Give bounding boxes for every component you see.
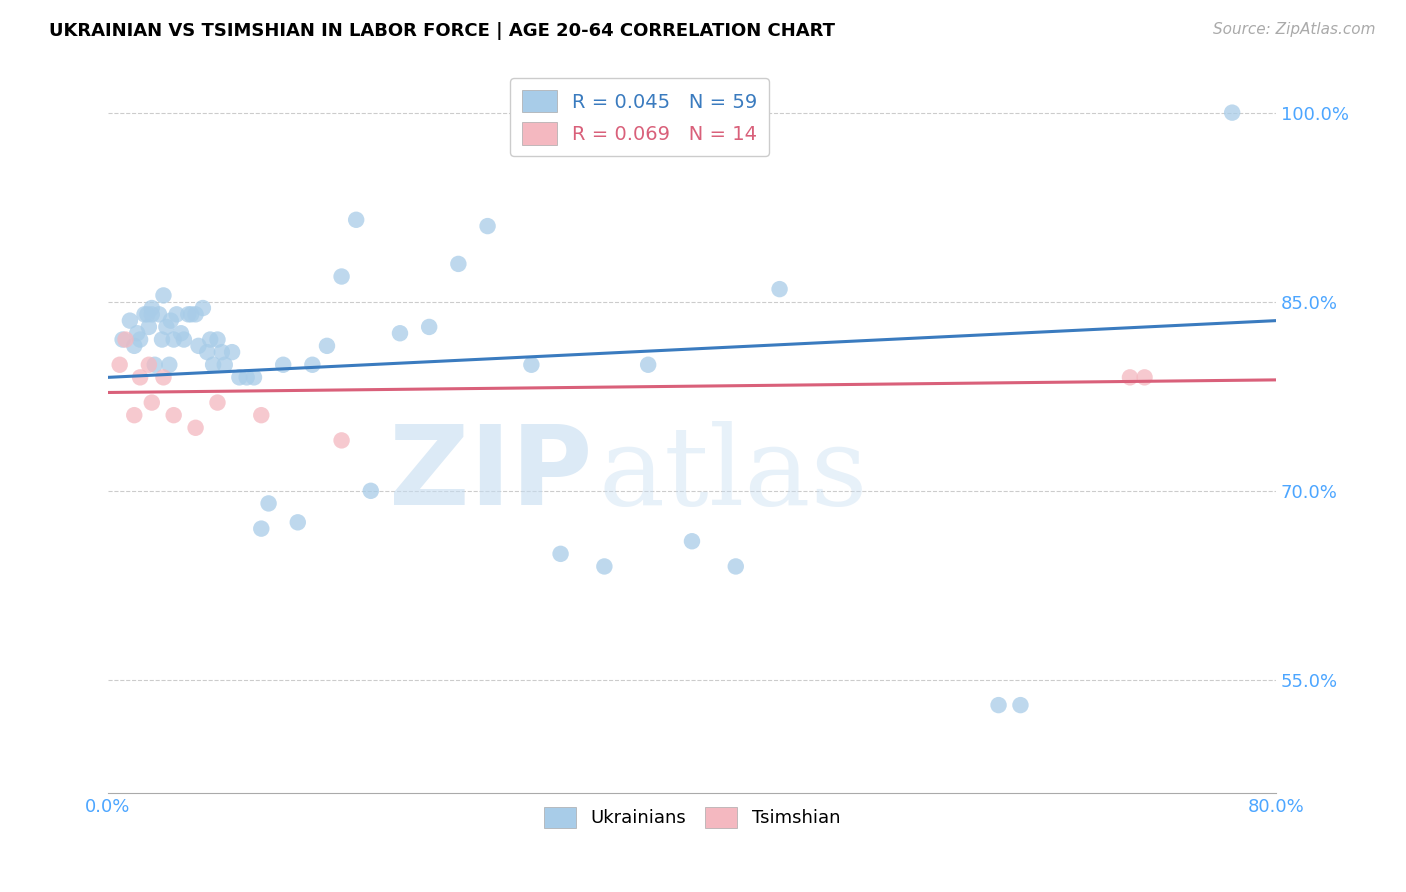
Ukrainians <box>111 333 134 347</box>
Ukrainians <box>159 313 181 327</box>
Ukrainians <box>138 320 160 334</box>
Ukrainians <box>221 345 243 359</box>
Tsimshian <box>152 370 174 384</box>
Ukrainians <box>316 339 339 353</box>
Ukrainians <box>593 559 616 574</box>
Text: ZIP: ZIP <box>389 421 593 528</box>
Ukrainians <box>134 307 156 321</box>
Ukrainians <box>207 333 229 347</box>
Ukrainians <box>173 333 195 347</box>
Ukrainians <box>211 345 233 359</box>
Ukrainians <box>198 333 221 347</box>
Ukrainians <box>228 370 250 384</box>
Tsimshian <box>330 434 353 448</box>
Ukrainians <box>143 358 166 372</box>
Ukrainians <box>187 339 209 353</box>
Tsimshian <box>207 395 229 409</box>
Ukrainians <box>136 307 159 321</box>
Ukrainians <box>129 333 152 347</box>
Tsimshian <box>250 408 273 422</box>
Ukrainians <box>180 307 202 321</box>
Ukrainians <box>118 313 141 327</box>
Ukrainians <box>214 358 236 372</box>
Ukrainians <box>287 516 309 530</box>
Tsimshian <box>138 358 160 372</box>
Ukrainians <box>141 307 163 321</box>
Ukrainians <box>155 320 177 334</box>
Tsimshian <box>114 333 136 347</box>
Ukrainians <box>550 547 572 561</box>
Text: Source: ZipAtlas.com: Source: ZipAtlas.com <box>1212 22 1375 37</box>
Tsimshian <box>108 358 131 372</box>
Ukrainians <box>271 358 294 372</box>
Ukrainians <box>724 559 747 574</box>
Ukrainians <box>987 698 1010 712</box>
Ukrainians <box>1010 698 1032 712</box>
Ukrainians <box>243 370 266 384</box>
Ukrainians <box>202 358 225 372</box>
Ukrainians <box>191 301 214 315</box>
Ukrainians <box>163 333 186 347</box>
Ukrainians <box>681 534 703 549</box>
Ukrainians <box>360 483 382 498</box>
Ukrainians <box>184 307 207 321</box>
Text: atlas: atlas <box>599 421 868 528</box>
Tsimshian <box>129 370 152 384</box>
Ukrainians <box>768 282 790 296</box>
Ukrainians <box>250 522 273 536</box>
Legend: Ukrainians, Tsimshian: Ukrainians, Tsimshian <box>537 800 848 835</box>
Ukrainians <box>1220 105 1243 120</box>
Ukrainians <box>170 326 193 341</box>
Ukrainians <box>388 326 411 341</box>
Tsimshian <box>163 408 186 422</box>
Ukrainians <box>157 358 180 372</box>
Tsimshian <box>141 395 163 409</box>
Ukrainians <box>122 339 145 353</box>
Ukrainians <box>195 345 218 359</box>
Tsimshian <box>1133 370 1156 384</box>
Ukrainians <box>520 358 543 372</box>
Ukrainians <box>148 307 170 321</box>
Ukrainians <box>166 307 188 321</box>
Ukrainians <box>177 307 200 321</box>
Tsimshian <box>1119 370 1142 384</box>
Ukrainians <box>344 212 367 227</box>
Ukrainians <box>127 326 149 341</box>
Ukrainians <box>257 496 280 510</box>
Tsimshian <box>122 408 145 422</box>
Ukrainians <box>235 370 257 384</box>
Ukrainians <box>150 333 173 347</box>
Text: UKRAINIAN VS TSIMSHIAN IN LABOR FORCE | AGE 20-64 CORRELATION CHART: UKRAINIAN VS TSIMSHIAN IN LABOR FORCE | … <box>49 22 835 40</box>
Ukrainians <box>477 219 499 233</box>
Ukrainians <box>330 269 353 284</box>
Ukrainians <box>447 257 470 271</box>
Ukrainians <box>301 358 323 372</box>
Ukrainians <box>141 301 163 315</box>
Ukrainians <box>418 320 440 334</box>
Tsimshian <box>184 421 207 435</box>
Ukrainians <box>152 288 174 302</box>
Ukrainians <box>637 358 659 372</box>
